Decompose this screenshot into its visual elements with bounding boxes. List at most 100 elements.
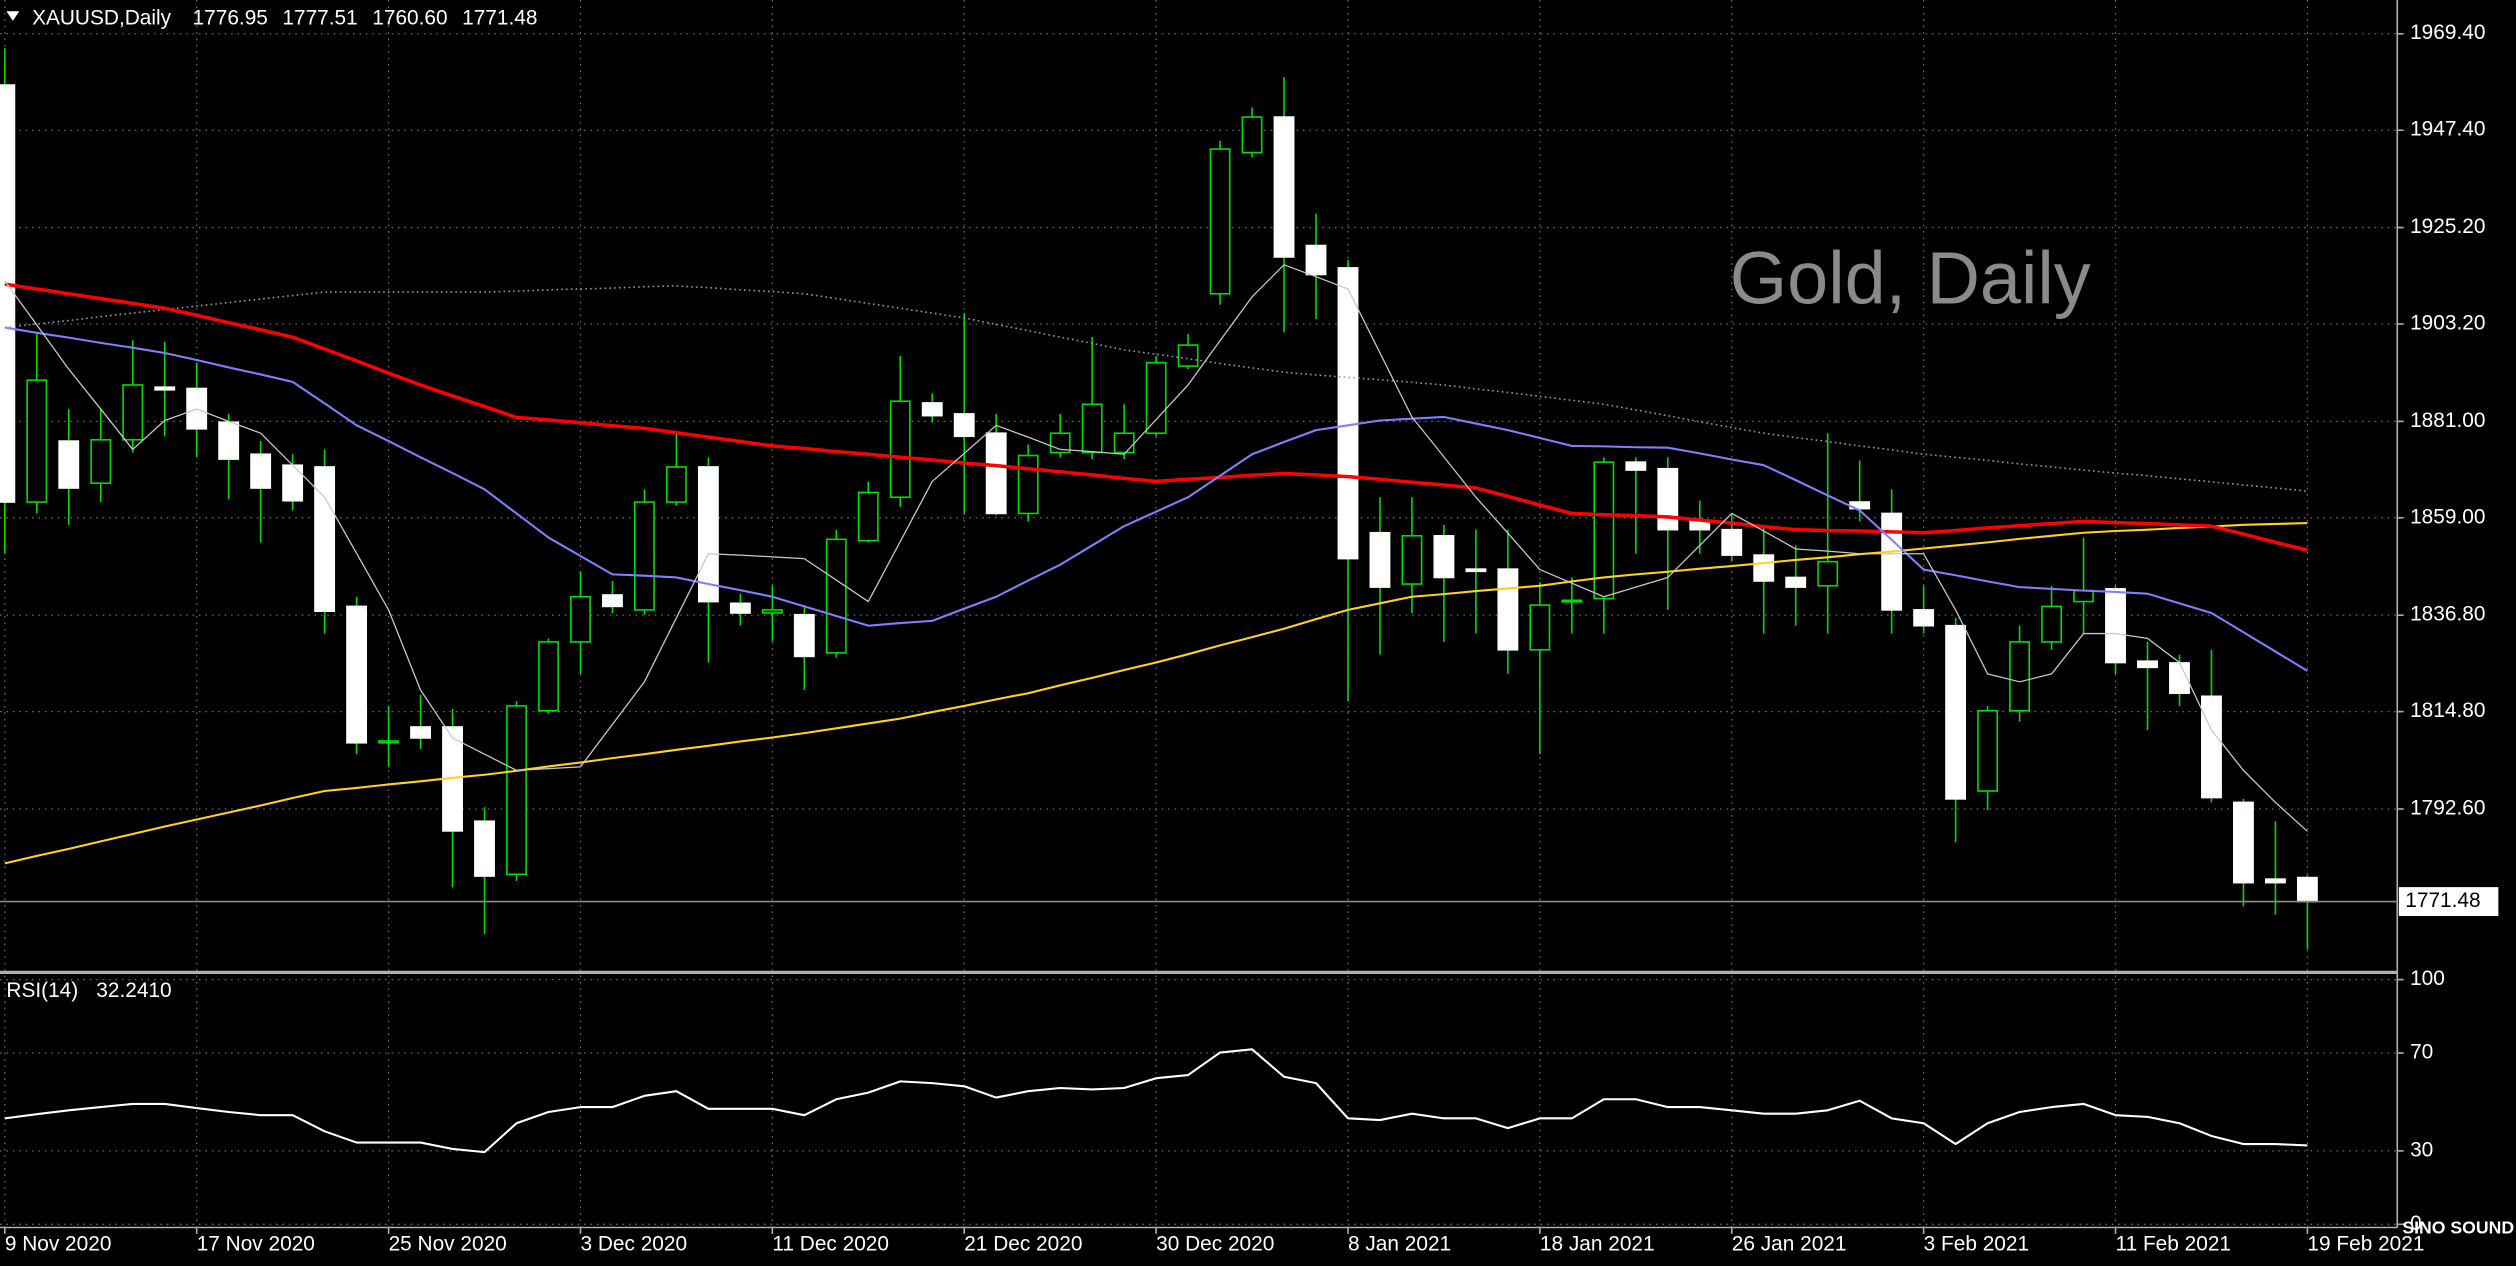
candle-body (1497, 568, 1519, 651)
x-tick-label: 3 Dec 2020 (580, 1233, 687, 1256)
candle-body (1593, 461, 1615, 600)
candle-body (1977, 709, 1999, 792)
price-label-box (2398, 887, 2499, 917)
candle-body (1113, 432, 1135, 454)
candle-body (761, 609, 783, 614)
candle-body (314, 466, 336, 613)
candle-body (1145, 361, 1167, 435)
y-tick-label: 1947.40 (2410, 118, 2485, 141)
candle-body (2264, 878, 2286, 884)
x-tick-label: 3 Feb 2021 (1924, 1233, 2029, 1256)
candle-body (1561, 599, 1583, 603)
y-tick-label: 1836.80 (2410, 603, 2485, 626)
candle-body (2201, 695, 2222, 799)
chart-title: XAUUSD,Daily (32, 7, 172, 30)
candle-body (1657, 467, 1679, 531)
candle-body (218, 421, 240, 460)
candle-body (474, 820, 495, 877)
candle-body (1689, 520, 1711, 531)
x-tick-label: 19 Feb 2021 (2307, 1233, 2424, 1256)
candle-body (1721, 528, 1743, 556)
candle-body (793, 613, 815, 658)
candle-body (2009, 641, 2031, 712)
y-tick-label: 1792.60 (2410, 796, 2485, 819)
price-label: 1771.48 (2405, 889, 2480, 912)
rsi-title: RSI(14) (6, 979, 78, 1002)
candle-body (1625, 461, 1647, 471)
y-tick-label: 100 (2410, 967, 2445, 990)
candle-body (410, 726, 431, 739)
line-series (4, 264, 2308, 832)
y-tick-label: 1903.20 (2410, 312, 2485, 335)
ohlc-close: 1771.48 (462, 7, 537, 30)
candle-body (1945, 624, 1967, 800)
candle-body (378, 740, 400, 744)
candle-body (282, 464, 304, 502)
candle-body (697, 466, 719, 603)
candle-body (2233, 801, 2254, 884)
candle-body (1017, 454, 1039, 515)
x-tick-label: 25 Nov 2020 (389, 1233, 507, 1256)
rsi-current-value: 32.2410 (96, 979, 171, 1002)
candle-body (1337, 267, 1359, 560)
y-tick-label: 1925.20 (2410, 215, 2485, 238)
line-series (4, 285, 2308, 492)
ohlc-low: 1760.60 (372, 7, 447, 30)
candle-body (2105, 588, 2126, 664)
candle-body (1753, 554, 1775, 582)
x-tick-label: 30 Dec 2020 (1156, 1233, 1274, 1256)
x-tick-label: 17 Nov 2020 (197, 1233, 315, 1256)
labels-layer: 9 Nov 2020 17 Nov 2020 25 Nov 2020 3 Dec 20… (4, 21, 2499, 1256)
candle-body (2041, 605, 2062, 643)
y-tick-label: 1814.80 (2410, 699, 2485, 722)
candle-body (1817, 560, 1839, 587)
line-series (4, 1048, 2308, 1154)
candle-body (1433, 535, 1455, 579)
y-tick-label: 70 (2410, 1041, 2433, 1064)
candle-body (1529, 604, 1551, 651)
candle-body (1305, 244, 1327, 276)
ohlc-open: 1776.95 (193, 7, 268, 30)
x-tick-label: 18 Jan 2021 (1540, 1233, 1655, 1256)
symbol-menu-triangle[interactable] (6, 11, 20, 21)
marks-layer (0, 48, 2398, 1154)
annotation: Gold, Daily (1730, 237, 2091, 320)
candle-body (2073, 589, 2094, 603)
candle-body (1273, 116, 1295, 258)
candle-body (633, 501, 655, 611)
candle-body (1177, 344, 1199, 367)
candle-body (250, 453, 272, 489)
y-tick-label: 1859.00 (2410, 505, 2485, 528)
y-tick-label: 1881.00 (2410, 409, 2485, 432)
candle-body (921, 402, 943, 417)
candle-body (1209, 148, 1231, 295)
candle-body (1081, 403, 1103, 454)
candle-body (889, 400, 911, 499)
y-tick-label: 30 (2410, 1138, 2433, 1161)
candle-body (1465, 568, 1487, 573)
x-tick-label: 9 Nov 2020 (5, 1233, 112, 1256)
candle-body (2296, 876, 2318, 903)
line-series (4, 522, 2308, 865)
candle-body (154, 386, 176, 391)
candle-body (1913, 609, 1935, 627)
y-tick-label: 0 (2410, 1212, 2422, 1235)
candle-body (58, 440, 80, 489)
candle-body (602, 594, 623, 608)
candle-body (985, 432, 1007, 515)
candle-body (1881, 512, 1903, 611)
candle-body (90, 438, 112, 484)
candle-body (26, 379, 48, 503)
candle-body (1785, 576, 1807, 588)
x-tick-label: 21 Dec 2020 (964, 1233, 1082, 1256)
line-series (4, 282, 2308, 552)
ohlc-high: 1777.51 (282, 7, 357, 30)
candle-body (857, 491, 879, 542)
candle-body (825, 538, 847, 654)
candle-body (1401, 535, 1423, 585)
y-tick-label: 1969.40 (2410, 21, 2485, 44)
candle-body (1241, 116, 1263, 154)
